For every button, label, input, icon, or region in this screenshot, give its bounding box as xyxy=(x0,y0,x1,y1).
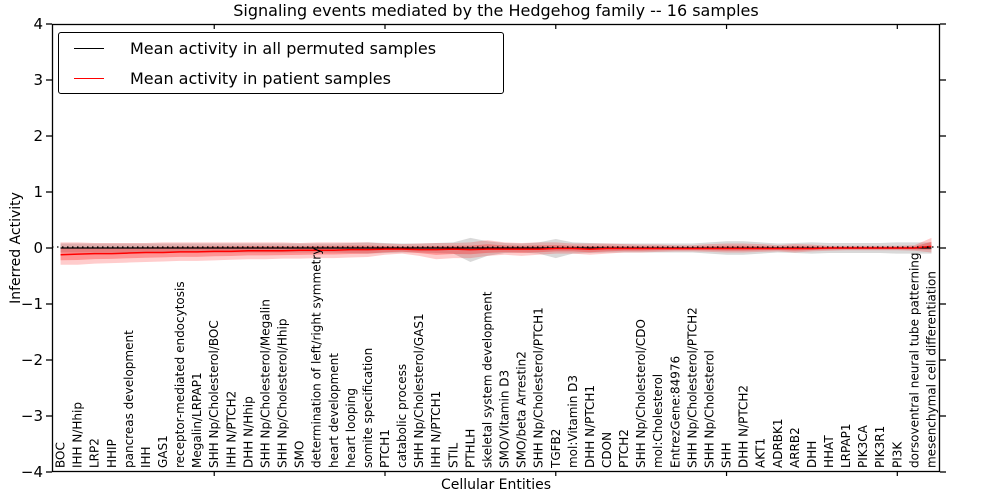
x-category-label: SHH Np/Cholesterol/Hhip xyxy=(276,319,290,468)
x-category-label: DHH N/PTCH2 xyxy=(737,385,751,468)
x-category-label: pancreas development xyxy=(122,330,136,468)
y-axis-label: Inferred Activity xyxy=(8,192,24,304)
x-category-label: IHH N/PTCH1 xyxy=(429,391,443,468)
x-category-label: mesenchymal cell differentiation xyxy=(924,271,938,468)
patient-line-sample xyxy=(74,77,104,79)
chart-title: Signaling events mediated by the Hedgeho… xyxy=(233,1,759,20)
x-category-label: AKT1 xyxy=(754,438,768,468)
legend-label-patient: Mean activity in patient samples xyxy=(130,68,391,88)
x-category-label: PTHLH xyxy=(463,429,477,468)
x-category-label: skeletal system development xyxy=(480,291,494,468)
x-category-label: TGFB2 xyxy=(549,429,563,469)
x-category-label: DHH N/Hhip xyxy=(241,396,255,468)
x-category-label: mol:Cholesterol xyxy=(651,374,665,468)
x-category-label: SMO xyxy=(293,441,307,468)
y-tick-label: −3 xyxy=(21,407,43,425)
y-tick-label: 3 xyxy=(33,71,43,89)
patient-std-band xyxy=(60,237,932,265)
x-category-label: determination of left/right symmetry xyxy=(310,248,324,468)
x-category-label: SHH Np/Cholesterol/CDO xyxy=(634,319,648,468)
x-category-label: PTCH1 xyxy=(378,429,392,468)
x-category-label: EntrezGene:84976 xyxy=(668,356,682,468)
x-category-label: dorsoventral neural tube patterning xyxy=(907,252,921,468)
x-category-label: SHH Np/Cholesterol/Megalin xyxy=(258,299,272,468)
x-category-label: PIK3R1 xyxy=(873,426,887,468)
x-category-label: DHH N/PTCH1 xyxy=(583,385,597,468)
permuted-std-band xyxy=(60,237,932,262)
x-category-label: SMO/beta Arrestin2 xyxy=(515,351,529,468)
y-tick-label: 1 xyxy=(33,183,43,201)
x-category-label: BOC xyxy=(54,442,68,468)
x-category-label: PI3K xyxy=(890,441,904,468)
x-category-label: STIL xyxy=(446,443,460,468)
y-tick-label: 0 xyxy=(33,239,43,257)
permuted-line-sample xyxy=(74,47,104,49)
patient-mean-line xyxy=(60,245,932,256)
x-category-label: SHH Np/Cholesterol/PTCH1 xyxy=(532,307,546,468)
x-category-label: SHH Np/Cholesterol/GAS1 xyxy=(412,313,426,468)
x-category-label: IHH N/Hhip xyxy=(71,402,85,468)
x-category-label: receptor-mediated endocytosis xyxy=(173,281,187,468)
x-category-label: LRP2 xyxy=(88,438,102,468)
y-tick-label: −1 xyxy=(21,295,43,313)
legend-row-patient: Mean activity in patient samples xyxy=(74,66,503,90)
x-category-label: PTCH2 xyxy=(617,429,631,468)
x-category-label: IHH xyxy=(139,446,153,468)
y-tick-label: −2 xyxy=(21,351,43,369)
x-category-label: SHH xyxy=(720,442,734,468)
x-category-label: HHIP xyxy=(105,439,119,468)
x-category-label: ARRB2 xyxy=(788,427,802,468)
x-category-label: ADRBK1 xyxy=(771,418,785,468)
x-category-label: PIK3CA xyxy=(856,424,870,468)
x-category-label: mol:Vitamin D3 xyxy=(566,375,580,468)
x-category-label: IHH N/PTCH2 xyxy=(224,391,238,468)
y-tick-label: −4 xyxy=(21,463,43,481)
plot-border xyxy=(51,23,941,473)
x-category-label: catabolic process xyxy=(395,364,409,468)
patient-std-band-inner xyxy=(60,241,932,261)
x-category-label: SMO/Vitamin D3 xyxy=(498,370,512,468)
x-axis-label: Cellular Entities xyxy=(440,477,552,493)
x-category-label: SHH Np/Cholesterol/PTCH2 xyxy=(685,307,699,468)
x-category-label: CDON xyxy=(600,432,614,468)
y-tick-label: 4 xyxy=(33,15,43,33)
x-category-label: HHAT xyxy=(822,435,836,468)
y-tick-label: 2 xyxy=(33,127,43,145)
x-category-label: DHH xyxy=(805,441,819,468)
legend-label-permuted: Mean activity in all permuted samples xyxy=(130,38,437,58)
legend-row-permuted: Mean activity in all permuted samples xyxy=(74,36,503,60)
x-category-label: SHH Np/Cholesterol/BOC xyxy=(207,320,221,468)
legend: Mean activity in all permuted samples Me… xyxy=(58,32,504,94)
x-category-label: somite specification xyxy=(361,348,375,468)
x-category-label: Megalin/LRPAP1 xyxy=(190,372,204,468)
x-category-label: heart looping xyxy=(344,388,358,468)
x-category-label: GAS1 xyxy=(156,435,170,468)
x-category-label: heart development xyxy=(327,353,341,468)
x-category-label: LRPAP1 xyxy=(839,423,853,468)
x-category-label: SHH Np/Cholesterol xyxy=(702,350,716,468)
